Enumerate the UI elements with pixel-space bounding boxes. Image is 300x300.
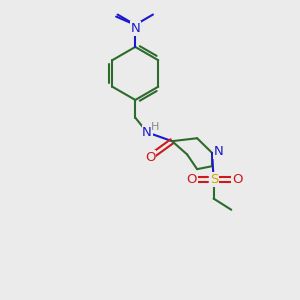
Text: N: N [142,126,152,139]
Text: O: O [232,173,242,186]
Text: S: S [210,173,218,186]
Text: O: O [145,151,155,164]
Text: H: H [151,122,160,132]
Text: N: N [130,22,140,35]
Text: O: O [187,173,197,186]
Text: N: N [214,145,224,158]
